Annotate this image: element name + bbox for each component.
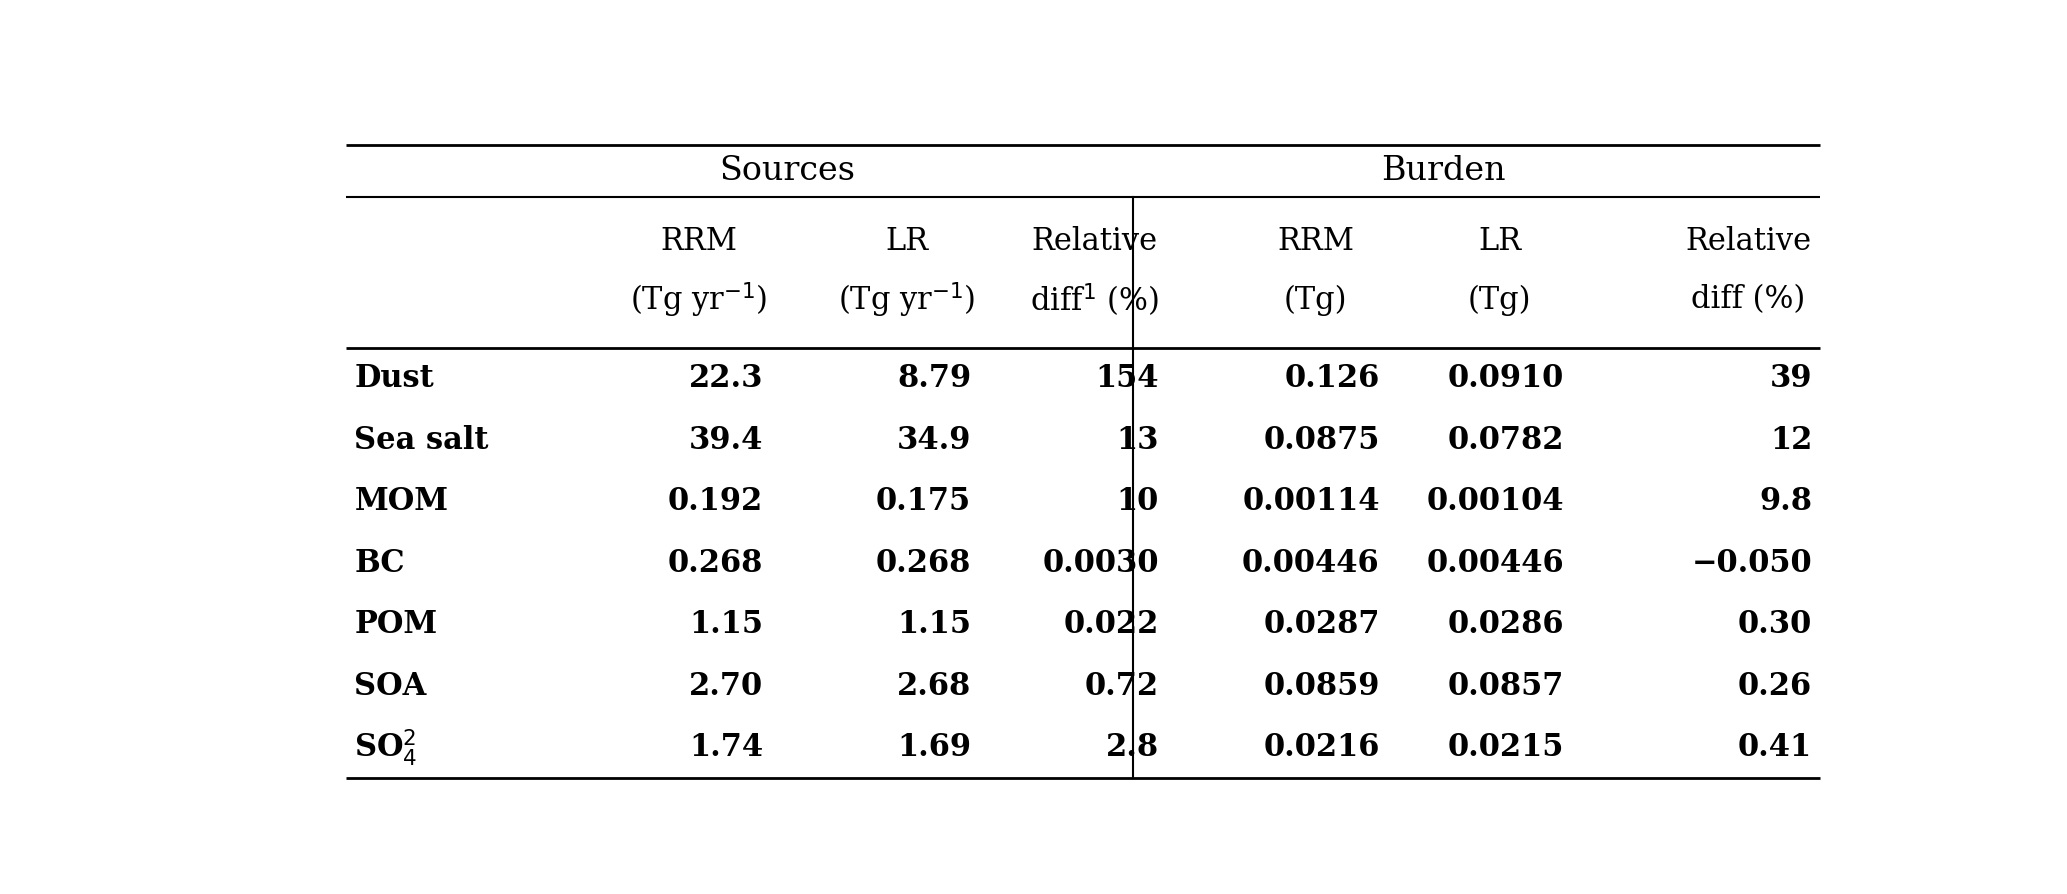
Text: 13: 13	[1116, 425, 1160, 456]
Text: 2.70: 2.70	[688, 670, 763, 702]
Text: 9.8: 9.8	[1759, 486, 1813, 518]
Text: MOM: MOM	[356, 486, 449, 518]
Text: 0.268: 0.268	[876, 548, 971, 578]
Text: 0.72: 0.72	[1085, 670, 1160, 702]
Text: (Tg yr$^{-1}$): (Tg yr$^{-1}$)	[839, 281, 976, 320]
Text: 0.0857: 0.0857	[1447, 670, 1565, 702]
Text: (Tg yr$^{-1}$): (Tg yr$^{-1}$)	[630, 281, 767, 320]
Text: (Tg): (Tg)	[1468, 284, 1532, 316]
Text: 0.175: 0.175	[876, 486, 971, 518]
Text: 12: 12	[1769, 425, 1813, 456]
Text: diff$^{1}$ (%): diff$^{1}$ (%)	[1029, 282, 1160, 319]
Text: 1.74: 1.74	[688, 732, 763, 763]
Text: Burden: Burden	[1381, 155, 1507, 187]
Text: −0.050: −0.050	[1691, 548, 1813, 578]
Text: 1.15: 1.15	[897, 610, 971, 640]
Text: 0.192: 0.192	[668, 486, 763, 518]
Text: Sources: Sources	[719, 155, 856, 187]
Text: LR: LR	[885, 226, 928, 257]
Text: RRM: RRM	[661, 226, 738, 257]
Text: 0.26: 0.26	[1738, 670, 1813, 702]
Text: 0.0286: 0.0286	[1447, 610, 1565, 640]
Text: BC: BC	[356, 548, 405, 578]
Text: 0.30: 0.30	[1738, 610, 1813, 640]
Text: SO$_4^2$: SO$_4^2$	[356, 727, 418, 768]
Text: 0.00446: 0.00446	[1426, 548, 1565, 578]
Text: 0.268: 0.268	[668, 548, 763, 578]
Text: Relative: Relative	[1685, 226, 1811, 257]
Text: 39: 39	[1769, 364, 1813, 394]
Text: 2.68: 2.68	[897, 670, 971, 702]
Text: Sea salt: Sea salt	[356, 425, 490, 456]
Text: 0.0782: 0.0782	[1447, 425, 1565, 456]
Text: SOA: SOA	[356, 670, 426, 702]
Text: 0.00114: 0.00114	[1242, 486, 1381, 518]
Text: 0.41: 0.41	[1738, 732, 1813, 763]
Text: Dust: Dust	[356, 364, 434, 394]
Text: 0.0910: 0.0910	[1447, 364, 1565, 394]
Text: RRM: RRM	[1277, 226, 1354, 257]
Text: 0.0287: 0.0287	[1263, 610, 1381, 640]
Text: 154: 154	[1096, 364, 1160, 394]
Text: 0.126: 0.126	[1284, 364, 1381, 394]
Text: 8.79: 8.79	[897, 364, 971, 394]
Text: 0.0030: 0.0030	[1042, 548, 1160, 578]
Text: 1.15: 1.15	[688, 610, 763, 640]
Text: 0.0215: 0.0215	[1447, 732, 1565, 763]
Text: diff (%): diff (%)	[1691, 284, 1804, 316]
Text: 1.69: 1.69	[897, 732, 971, 763]
Text: Relative: Relative	[1031, 226, 1158, 257]
Text: 0.0875: 0.0875	[1263, 425, 1381, 456]
Text: (Tg): (Tg)	[1284, 284, 1348, 316]
Text: 0.0216: 0.0216	[1263, 732, 1381, 763]
Text: 0.0859: 0.0859	[1263, 670, 1381, 702]
Text: 39.4: 39.4	[688, 425, 763, 456]
Text: LR: LR	[1478, 226, 1521, 257]
Text: 2.8: 2.8	[1106, 732, 1160, 763]
Text: 0.00104: 0.00104	[1426, 486, 1565, 518]
Text: 0.00446: 0.00446	[1242, 548, 1381, 578]
Text: 10: 10	[1116, 486, 1160, 518]
Text: 34.9: 34.9	[897, 425, 971, 456]
Text: 22.3: 22.3	[688, 364, 763, 394]
Text: POM: POM	[356, 610, 438, 640]
Text: 0.022: 0.022	[1062, 610, 1160, 640]
